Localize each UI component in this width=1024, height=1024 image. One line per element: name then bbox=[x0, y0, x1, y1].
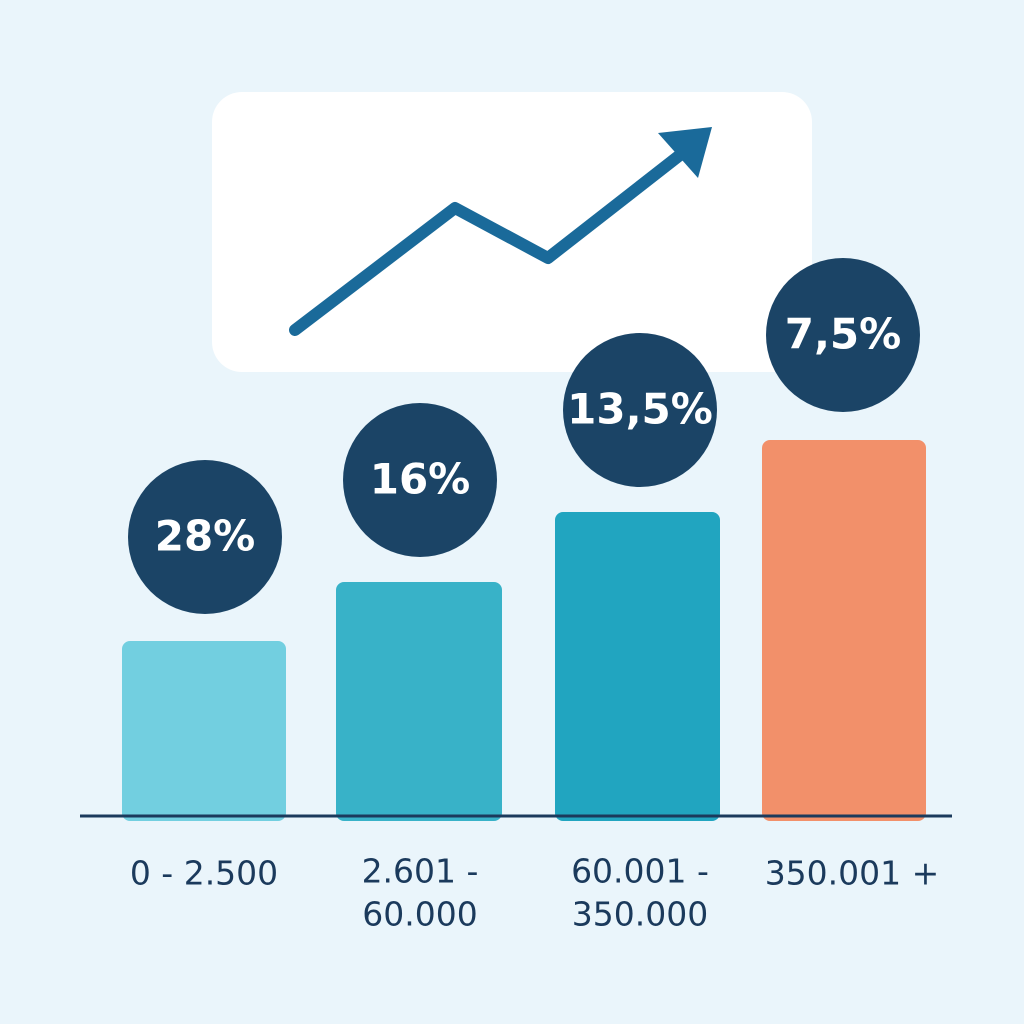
bar bbox=[555, 512, 720, 821]
rate-badge bbox=[563, 333, 717, 487]
rate-badge bbox=[128, 460, 282, 614]
trend-arrowhead bbox=[658, 127, 712, 178]
bar bbox=[762, 440, 926, 821]
range-label: 2.601 - bbox=[362, 852, 479, 891]
rate-badge bbox=[343, 403, 497, 557]
tiers: 28% 0 - 2.500 16% 2.601 - 60.000 13,5% 60.001 … bbox=[128, 258, 939, 934]
range-label: 60.001 - bbox=[571, 852, 709, 891]
bar bbox=[336, 582, 502, 821]
rate-label: 7,5% bbox=[785, 310, 901, 359]
rate-label: 16% bbox=[370, 455, 471, 504]
range-label: 60.000 bbox=[362, 895, 477, 934]
trend-line bbox=[289, 149, 686, 336]
rate-label: 13,5% bbox=[567, 385, 713, 434]
range-label: 350.001 + bbox=[765, 854, 940, 893]
range-label: 0 - 2.500 bbox=[130, 854, 278, 893]
bar bbox=[122, 641, 286, 821]
rate-badge bbox=[766, 258, 920, 412]
rate-label: 28% bbox=[155, 512, 256, 561]
range-label: 350.000 bbox=[572, 895, 708, 934]
